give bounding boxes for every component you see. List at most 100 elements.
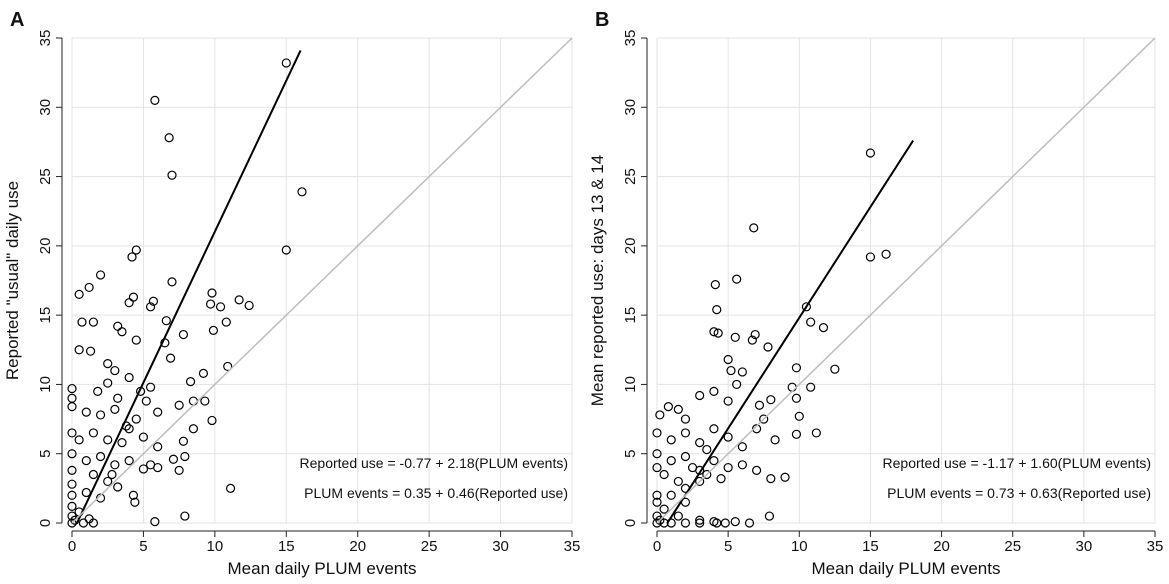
x-axis-label: Mean daily PLUM events [812, 559, 1001, 578]
point [200, 396, 210, 406]
point [221, 317, 231, 327]
point [744, 518, 755, 528]
point [167, 277, 177, 287]
point [830, 364, 840, 374]
point [78, 518, 89, 528]
y-tick-label: 0 [37, 519, 54, 527]
point [215, 302, 226, 312]
point [709, 327, 719, 337]
point [74, 289, 84, 299]
point [713, 328, 723, 338]
point [95, 270, 106, 280]
x-tick-label: 0 [653, 538, 661, 555]
point [150, 517, 160, 527]
point [225, 483, 236, 493]
point [124, 456, 134, 466]
point [117, 327, 127, 337]
point [124, 298, 134, 308]
point [881, 249, 891, 259]
point [655, 410, 665, 420]
point [754, 400, 765, 410]
point [732, 379, 742, 390]
point [709, 456, 719, 466]
point [297, 187, 307, 197]
point [223, 361, 233, 372]
x-tick-label: 10 [207, 538, 224, 555]
point [124, 424, 134, 434]
x-tick-label: 30 [492, 538, 509, 555]
point [770, 435, 780, 445]
y-tick-label: 20 [37, 238, 54, 255]
point [110, 404, 120, 414]
point [652, 497, 662, 507]
line [666, 140, 914, 524]
point [766, 474, 776, 484]
point [730, 517, 740, 527]
y-axis-label: Mean reported use: days 13 & 14 [588, 155, 607, 406]
point [680, 414, 691, 424]
point [74, 345, 84, 355]
point [145, 382, 156, 392]
point [811, 428, 821, 438]
point [666, 490, 676, 500]
point [780, 472, 790, 482]
y-tick-label: 15 [37, 307, 54, 324]
x-tick-label: 10 [791, 538, 808, 555]
y-tick-label: 20 [622, 238, 639, 255]
y-tick-label: 0 [622, 519, 639, 527]
point [764, 511, 775, 521]
point [103, 435, 113, 445]
annotation: Reported use = -0.77 + 2.18(PLUM events) [300, 455, 568, 471]
point [174, 465, 184, 475]
point [751, 424, 762, 434]
x-tick-label: 20 [933, 538, 950, 555]
point [652, 428, 662, 438]
point [113, 321, 123, 331]
point [659, 469, 669, 480]
point [103, 378, 113, 388]
point [74, 435, 84, 445]
point [178, 329, 189, 340]
point [659, 504, 669, 514]
y-tick-label: 10 [37, 376, 54, 393]
annotation: Reported use = -1.17 + 1.60(PLUM events) [883, 455, 1151, 471]
point [750, 329, 760, 340]
point [680, 428, 691, 438]
point [663, 402, 673, 412]
point [666, 435, 676, 445]
point [737, 460, 747, 470]
point [723, 432, 733, 442]
point [716, 474, 726, 484]
point [791, 429, 802, 439]
point [180, 511, 190, 521]
point [124, 372, 134, 383]
point [148, 296, 159, 306]
x-tick-label: 5 [724, 538, 732, 555]
point [128, 490, 139, 500]
annotation: PLUM events = 0.73 + 0.63(Reported use) [887, 485, 1151, 501]
point [865, 252, 876, 262]
point [737, 367, 747, 377]
point [207, 288, 217, 298]
point [801, 302, 812, 312]
point [88, 469, 99, 480]
point [67, 518, 77, 528]
x-tick-label: 0 [68, 538, 76, 555]
point [791, 393, 802, 403]
x-tick-label: 15 [862, 538, 879, 555]
point [751, 465, 762, 475]
point [702, 444, 712, 455]
point [723, 354, 733, 365]
point [723, 462, 733, 473]
point [67, 449, 77, 459]
point [281, 58, 291, 68]
y-tick-label: 25 [37, 168, 54, 185]
point [188, 396, 199, 406]
point [77, 317, 87, 327]
point [141, 396, 151, 406]
point [737, 442, 747, 452]
point [95, 410, 106, 420]
point [81, 407, 91, 417]
y-tick-label: 15 [622, 307, 639, 324]
